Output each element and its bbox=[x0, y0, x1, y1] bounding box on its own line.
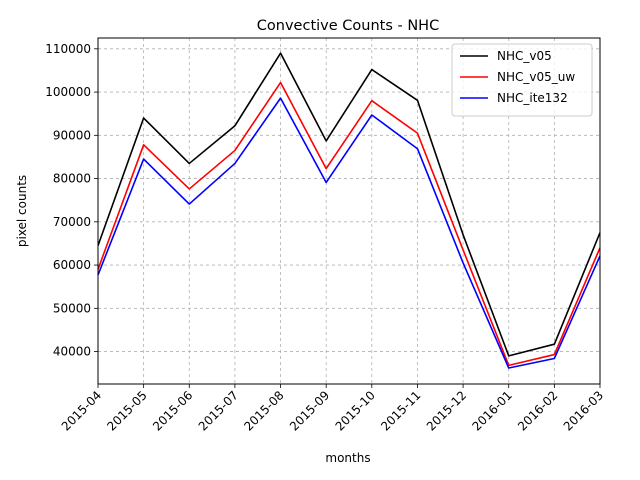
chart-title: Convective Counts - NHC bbox=[257, 18, 439, 34]
y-tick-label: 50000 bbox=[53, 301, 91, 315]
legend: NHC_v05 NHC_v05_uw NHC_ite132 bbox=[451, 43, 593, 117]
series-line-nhc-ite132 bbox=[97, 97, 601, 369]
series-line-nhc-v05 bbox=[97, 52, 601, 357]
y-axis-ticks: 40000 50000 60000 70000 80000 90000 100000 1100… bbox=[45, 42, 98, 359]
plot-frame bbox=[97, 37, 601, 385]
x-axis-label: months bbox=[325, 451, 370, 465]
legend-label: NHC_v05_uw bbox=[497, 70, 575, 84]
y-tick-label: 70000 bbox=[53, 215, 91, 229]
y-axis-label: pixel counts bbox=[15, 175, 29, 247]
y-tick-label: 100000 bbox=[45, 85, 91, 99]
y-tick-label: 40000 bbox=[53, 345, 91, 359]
y-tick-label: 60000 bbox=[53, 258, 91, 272]
y-tick-label: 90000 bbox=[53, 128, 91, 142]
legend-label: NHC_v05 bbox=[497, 49, 552, 63]
series-line-nhc-v05-uw bbox=[97, 81, 601, 367]
y-tick-label: 110000 bbox=[45, 42, 91, 56]
series-lines bbox=[97, 52, 601, 369]
y-tick-label: 80000 bbox=[53, 172, 91, 186]
legend-label: NHC_ite132 bbox=[497, 91, 568, 105]
